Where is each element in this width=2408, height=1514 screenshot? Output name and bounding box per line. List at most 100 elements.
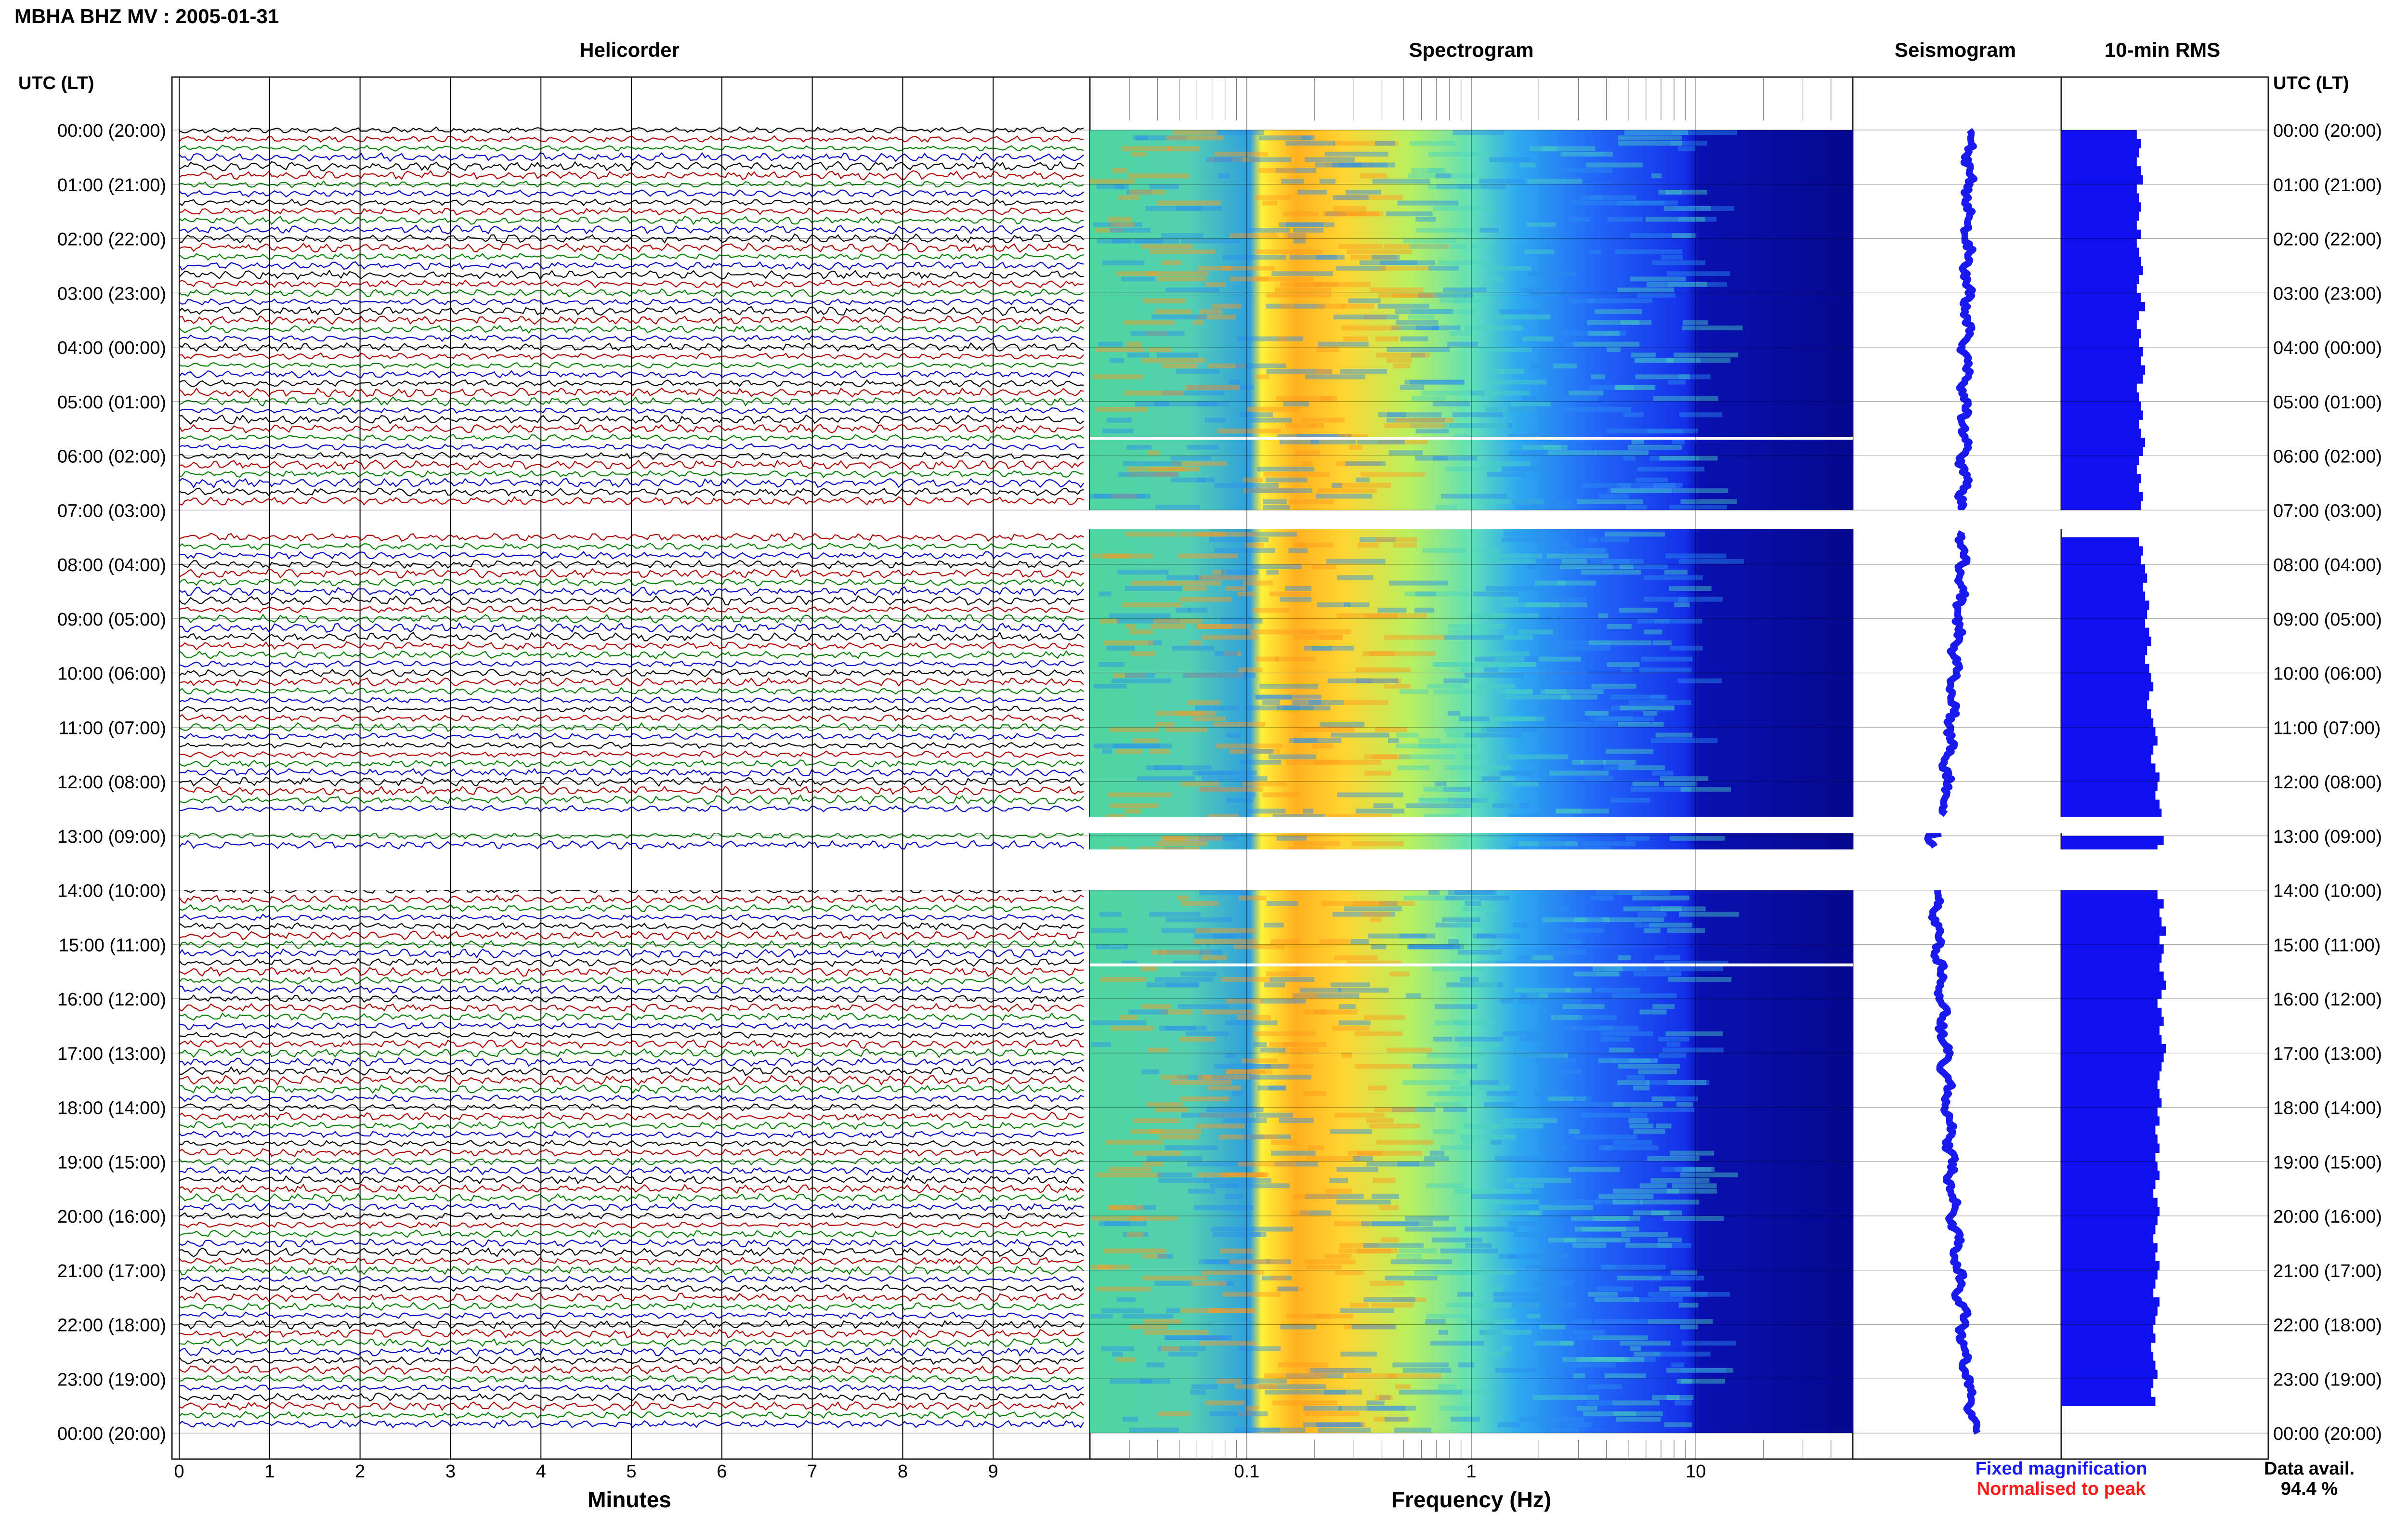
spectrogram-cell [1330, 1129, 1373, 1134]
spectrogram-cell [1543, 542, 1571, 548]
spectrogram-cell [1414, 1270, 1476, 1275]
spectrogram-cell [1415, 591, 1437, 597]
spectrogram-cell [1613, 1188, 1679, 1194]
spectrogram-cell [1259, 135, 1311, 141]
spectrogram-cell [1172, 646, 1214, 651]
spectrogram-cell [1607, 429, 1632, 434]
rms-bar [2062, 537, 2139, 547]
hour-label-right: 04:00 (00:00) [2273, 338, 2382, 358]
spectrogram-cell [1682, 1167, 1715, 1172]
hour-label-right: 07:00 (03:00) [2273, 501, 2382, 521]
spectrogram-cell [1661, 255, 1683, 260]
spectrogram-cell [1316, 303, 1346, 309]
spectrogram-cell [1633, 200, 1678, 206]
spectrogram-cell [1524, 249, 1554, 254]
spectrogram-cell [1495, 1368, 1537, 1373]
spectrogram-cell [1522, 336, 1554, 341]
spectrogram-cell [1234, 1427, 1281, 1433]
spectrogram-cell [1581, 1112, 1648, 1118]
spectrogram-cell [1177, 1074, 1234, 1080]
spectrogram-cell [1268, 754, 1316, 759]
spectrogram-cell [1654, 618, 1670, 624]
spectrogram-cell [1127, 352, 1150, 358]
spectrogram-cell [1551, 646, 1610, 651]
spectrogram-cell [1286, 1314, 1330, 1318]
rms-bar [2062, 899, 2164, 909]
spectrogram-cell [1372, 179, 1430, 184]
rms-bar [2062, 926, 2166, 936]
spectrogram-cell [1608, 488, 1673, 494]
spectrogram-cell [1667, 1080, 1706, 1085]
spectrogram-cell [1666, 1395, 1680, 1400]
rms-bar [2062, 238, 2137, 248]
spectrogram-cell [1556, 988, 1571, 993]
spectrogram-cell [1375, 141, 1395, 146]
spectrogram-cell [1378, 293, 1437, 298]
spectrogram-cell [1096, 184, 1125, 189]
spectrogram-cell [1479, 228, 1499, 233]
spectrogram-cell [1664, 961, 1728, 966]
spectrogram-cell [1411, 168, 1445, 173]
spectrogram-cell [1614, 1058, 1650, 1063]
spectrogram-cell [1370, 287, 1424, 292]
spectrogram-cell [1165, 287, 1220, 292]
spectrogram-cell [1305, 374, 1365, 379]
spectrogram-cell [1335, 1112, 1385, 1118]
spectrogram-cell [1446, 982, 1503, 988]
spectrogram-cell [1130, 651, 1156, 656]
spectrogram-cell [1278, 1286, 1299, 1292]
spectrogram-cell [1327, 678, 1372, 683]
spectrogram-cell [1166, 575, 1202, 580]
spectrogram-cell [1504, 532, 1540, 537]
spectrogram-cell [1619, 564, 1634, 569]
frequency-tick-label: 1 [1466, 1462, 1476, 1482]
spectrogram-cell [1105, 1221, 1147, 1227]
spectrogram-cell [1270, 977, 1315, 982]
spectrogram-cell [1122, 602, 1182, 607]
spectrogram-cell [1676, 1379, 1692, 1384]
spectrogram-cell [1125, 809, 1142, 814]
spectrogram-cell [1381, 1238, 1400, 1243]
spectrogram-cell [1521, 287, 1562, 292]
spectrogram-cell [1173, 130, 1217, 135]
spectrogram-cell [1590, 559, 1630, 564]
spectrogram-cell [1646, 217, 1705, 222]
spectrogram-cell [1148, 347, 1172, 352]
spectrogram-cell [1473, 591, 1518, 597]
spectrogram-cell [1260, 1047, 1285, 1053]
rms-bar [2062, 229, 2141, 239]
spectrogram-cell [1141, 244, 1193, 249]
spectrogram-cell [1451, 1417, 1480, 1422]
spectrogram-cell [1202, 635, 1258, 640]
spectrogram-cell [1440, 1248, 1498, 1253]
spectrogram-cell [1583, 483, 1631, 488]
spectrogram-cell [1206, 1107, 1264, 1112]
spectrogram-cell [1283, 1042, 1326, 1047]
spectrogram-cell [1605, 532, 1665, 537]
spectrogram-cell [1128, 1009, 1168, 1015]
spectrogram-cell [1500, 999, 1514, 1004]
spectrogram-cell [1682, 325, 1743, 330]
spectrogram-cell [1397, 1162, 1435, 1167]
spectrogram-cell [1464, 325, 1523, 330]
spectrogram-cell [1180, 971, 1217, 977]
spectrogram-cell [1408, 173, 1475, 179]
spectrogram-cell [1131, 1129, 1163, 1134]
spectrogram-cell [1326, 211, 1384, 217]
spectrogram-cell [1555, 809, 1609, 814]
spectrogram-cell [1211, 1227, 1254, 1232]
spectrogram-cell [1159, 950, 1202, 955]
spectrogram-cell [1123, 1417, 1139, 1422]
spectrogram-cell [1521, 444, 1562, 450]
spectrogram-cell [1199, 787, 1263, 792]
spectrogram-cell [1460, 977, 1479, 982]
spectrogram-cell [1650, 694, 1667, 700]
spectrogram-cell [1667, 271, 1730, 276]
spectrogram-cell [1210, 1308, 1254, 1313]
spectrogram-cell [1678, 374, 1711, 379]
spectrogram-cell [1146, 1102, 1183, 1107]
spectrogram-cell [1588, 537, 1598, 542]
spectrogram-cell [1420, 797, 1450, 803]
rms-bar [2062, 1297, 2160, 1307]
spectrogram-cell [1447, 711, 1461, 716]
